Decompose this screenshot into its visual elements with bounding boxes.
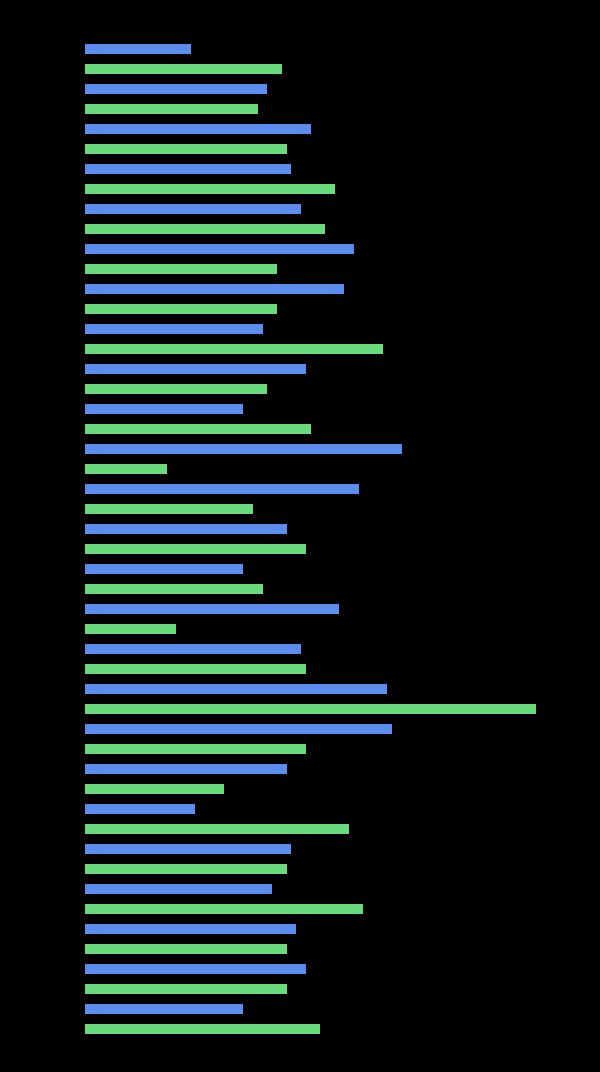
bar-29 [85, 604, 339, 614]
bar-27 [85, 564, 243, 574]
bar-45 [85, 924, 296, 934]
bar-15 [85, 324, 263, 334]
bar-28 [85, 584, 263, 594]
bar-42 [85, 864, 287, 874]
bar-2 [85, 64, 282, 74]
bar-16 [85, 344, 383, 354]
bar-20 [85, 424, 311, 434]
bar-30 [85, 624, 176, 634]
bar-50 [85, 1024, 320, 1034]
bar-18 [85, 384, 267, 394]
bar-46 [85, 944, 287, 954]
bar-6 [85, 144, 287, 154]
bar-17 [85, 364, 306, 374]
bar-24 [85, 504, 253, 514]
bar-25 [85, 524, 287, 534]
bar-11 [85, 244, 354, 254]
bar-1 [85, 44, 191, 54]
bar-14 [85, 304, 277, 314]
bar-48 [85, 984, 287, 994]
bar-7 [85, 164, 291, 174]
bar-23 [85, 484, 359, 494]
bar-26 [85, 544, 306, 554]
bar-32 [85, 664, 306, 674]
bar-43 [85, 884, 272, 894]
bar-39 [85, 804, 195, 814]
bar-34 [85, 704, 536, 714]
bar-21 [85, 444, 402, 454]
bar-4 [85, 104, 258, 114]
bar-49 [85, 1004, 243, 1014]
bar-44 [85, 904, 363, 914]
bar-41 [85, 844, 291, 854]
bar-3 [85, 84, 267, 94]
bar-13 [85, 284, 344, 294]
bar-38 [85, 784, 224, 794]
bar-10 [85, 224, 325, 234]
bar-12 [85, 264, 277, 274]
bar-36 [85, 744, 306, 754]
bar-40 [85, 824, 349, 834]
bar-47 [85, 964, 306, 974]
bar-8 [85, 184, 335, 194]
bar-19 [85, 404, 243, 414]
bar-9 [85, 204, 301, 214]
bar-22 [85, 464, 167, 474]
bar-31 [85, 644, 301, 654]
bar-37 [85, 764, 287, 774]
bar-5 [85, 124, 311, 134]
bar-chart [85, 44, 565, 1044]
bar-35 [85, 724, 392, 734]
bar-33 [85, 684, 387, 694]
